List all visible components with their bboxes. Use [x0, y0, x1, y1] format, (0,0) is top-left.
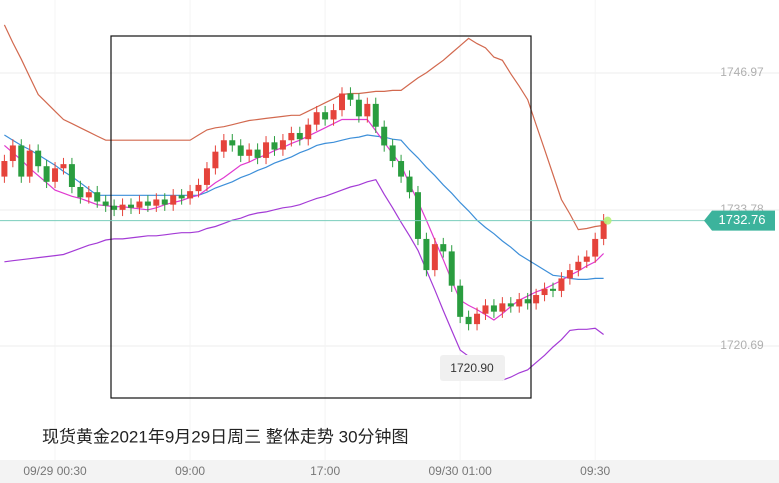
candles — [1, 87, 607, 331]
candle-body — [161, 199, 168, 205]
candle-body — [43, 166, 50, 182]
candle-body — [550, 288, 556, 291]
candle-body — [77, 186, 84, 198]
grid — [0, 0, 779, 460]
candle-body — [263, 142, 270, 158]
candle-body — [60, 164, 67, 169]
candle-body — [279, 140, 286, 150]
candle-body — [398, 161, 405, 177]
candle-body — [339, 93, 345, 111]
annotation: 1720.90 — [450, 361, 494, 375]
candle-body — [246, 149, 253, 156]
candle-body — [195, 184, 202, 192]
candle-body — [178, 195, 185, 199]
y-tick-label: 1746.97 — [720, 65, 764, 79]
candle-body — [414, 192, 421, 239]
candle-body — [220, 140, 227, 152]
candle-body — [9, 145, 16, 162]
candle-body — [575, 261, 582, 271]
candle-body — [364, 103, 371, 117]
indicator-line — [4, 134, 604, 280]
chart-title: 现货黄金2021年9月29日周三 整体走势 30分钟图 — [42, 427, 409, 446]
x-tick-label: 17:00 — [310, 464, 340, 478]
candle-body — [85, 192, 92, 198]
candle-body — [558, 278, 565, 291]
candle-body — [136, 201, 143, 208]
candle-body — [254, 149, 261, 158]
candle-body — [465, 316, 472, 325]
candle-body — [330, 110, 337, 120]
highlight-box — [110, 35, 532, 399]
candle-body — [128, 204, 134, 208]
x-tick-label: 09:30 — [580, 464, 610, 478]
last-price-dot — [603, 216, 612, 225]
candle-body — [355, 99, 362, 117]
candle-body — [600, 220, 607, 239]
candle-body — [533, 295, 540, 304]
indicator-line — [3, 24, 604, 231]
candle-body — [507, 303, 514, 307]
candle-body — [35, 150, 42, 167]
candle-body — [52, 168, 59, 182]
candle-body — [347, 93, 354, 100]
candle-body — [381, 126, 388, 146]
candle-body — [18, 145, 25, 177]
candle-body — [144, 201, 151, 206]
candle-body — [1, 161, 8, 177]
x-tick-label: 09/29 00:30 — [23, 464, 87, 478]
candle-body — [296, 132, 303, 140]
candle-body — [431, 244, 438, 271]
candle-body — [592, 238, 599, 257]
candle-body — [482, 305, 489, 314]
candle-body — [212, 151, 219, 169]
x-tick-label: 09/30 01:00 — [428, 464, 492, 478]
candle-body — [490, 305, 497, 312]
candle-body — [448, 251, 455, 286]
candle-body — [288, 132, 295, 141]
time-axis-strip — [0, 460, 779, 483]
candle-body — [111, 205, 118, 210]
candle-body — [474, 313, 481, 325]
candle-body — [119, 204, 126, 210]
candle-body — [170, 195, 177, 205]
x-tick-label: 09:00 — [175, 464, 205, 478]
candle-body — [516, 299, 523, 307]
candle-body — [68, 164, 75, 187]
candle-body — [322, 112, 329, 120]
candle-body — [389, 145, 396, 162]
candle-body — [566, 270, 573, 279]
y-tick-label: 1720.69 — [720, 338, 764, 352]
candle-body — [305, 124, 312, 140]
annotation-box — [440, 355, 505, 381]
candle-body — [203, 168, 210, 185]
candle-body — [423, 238, 430, 271]
candle-body — [583, 256, 590, 262]
candle-body — [26, 150, 33, 177]
candle-body — [524, 299, 531, 304]
last-price-label: 1732.76 — [719, 212, 766, 227]
candle-body — [406, 176, 413, 193]
candle-body — [94, 192, 101, 202]
candle-body — [457, 285, 464, 317]
candle-body — [229, 140, 236, 146]
candle-body — [440, 244, 447, 252]
candle-body — [541, 288, 548, 296]
candle-body — [499, 303, 506, 312]
candle-body — [271, 142, 278, 150]
candle-body — [153, 199, 160, 206]
last-price-tag — [704, 210, 775, 231]
candle-body — [187, 191, 194, 199]
candle-body — [237, 145, 244, 156]
candle-body — [372, 103, 379, 127]
candle-body — [313, 112, 320, 125]
candle-body — [102, 201, 109, 206]
